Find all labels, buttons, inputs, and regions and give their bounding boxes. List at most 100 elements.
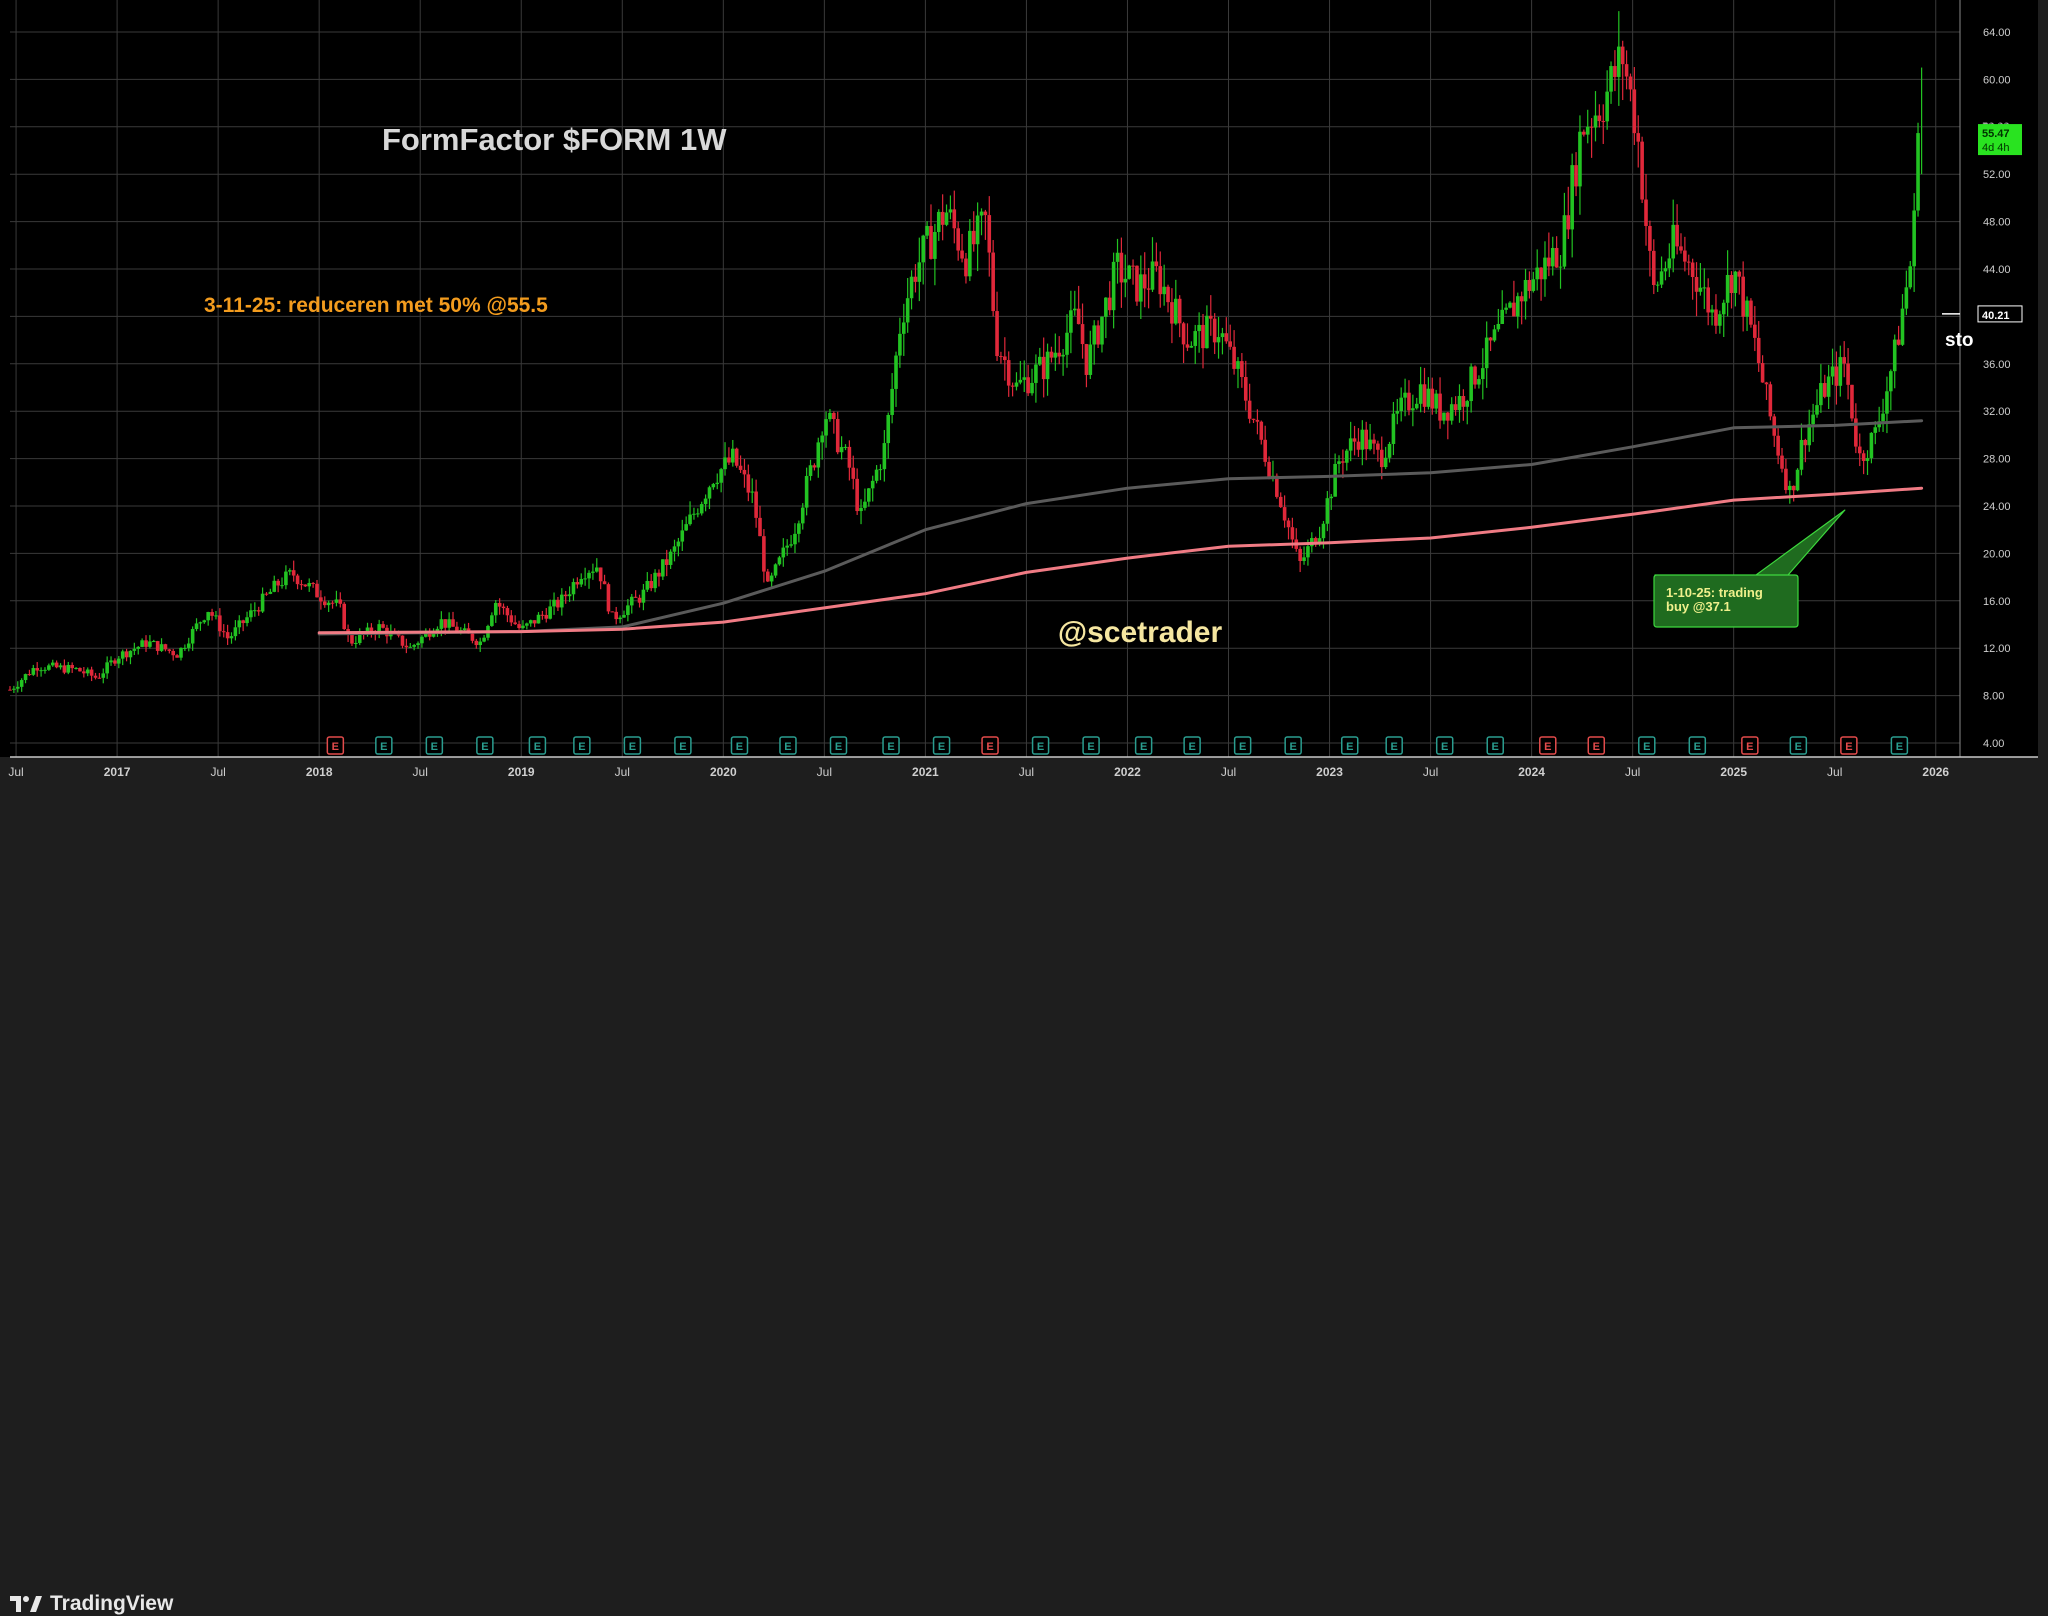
candle-down	[1158, 266, 1163, 295]
candle-down	[303, 584, 308, 587]
earnings-marker[interactable]	[1385, 736, 1403, 755]
earnings-marker[interactable]	[981, 736, 999, 755]
earnings-marker[interactable]	[623, 736, 642, 755]
candle-up	[190, 629, 195, 644]
candle-down	[1589, 126, 1594, 128]
earnings-marker[interactable]	[1082, 736, 1100, 755]
earnings-marker[interactable]	[1435, 736, 1454, 755]
candle-down	[1255, 419, 1260, 422]
y-tick-label: 28.00	[1983, 454, 2011, 466]
candle-up	[1065, 332, 1069, 355]
candlestick-chart[interactable]: 4.00 8.00 12.00 16.00 20.00 24.00 28.00 32.00 36…	[0, 0, 2048, 847]
candle-up	[1123, 278, 1128, 283]
earnings-marker[interactable]	[1031, 736, 1050, 755]
candle-up	[198, 622, 203, 624]
tradingview-brand[interactable]: TradingView	[10, 1592, 173, 1616]
earnings-marker[interactable]	[1486, 736, 1504, 755]
candle-down	[1644, 199, 1648, 226]
candle-up	[944, 212, 949, 225]
candle-up	[186, 643, 191, 648]
candle-up	[1088, 344, 1093, 375]
candle-up	[1885, 391, 1889, 414]
earnings-marker[interactable]	[1183, 736, 1201, 755]
earnings-marker[interactable]	[1789, 736, 1808, 755]
earnings-marker[interactable]	[528, 736, 547, 755]
candle-up	[354, 643, 358, 645]
earnings-marker[interactable]	[1134, 736, 1153, 755]
candle-up	[1609, 66, 1613, 92]
candle-up	[1150, 261, 1155, 290]
candle-down	[855, 478, 859, 512]
candle-down	[758, 517, 762, 537]
earnings-marker[interactable]	[1340, 736, 1359, 755]
candle-up	[1162, 286, 1166, 295]
candle-up	[1442, 412, 1446, 421]
earnings-marker[interactable]	[1890, 736, 1909, 755]
candle-up	[1484, 337, 1489, 369]
tradingview-logo-icon	[10, 1596, 42, 1612]
candle-up	[1434, 393, 1438, 409]
earnings-marker[interactable]	[674, 736, 692, 755]
earnings-marker-label: E	[784, 741, 791, 753]
earnings-marker-label: E	[431, 741, 438, 753]
candle-down	[124, 651, 129, 658]
earnings-marker[interactable]	[882, 736, 900, 755]
candle-down	[964, 258, 968, 277]
y-tick-label: 60.00	[1983, 74, 2011, 86]
earnings-marker[interactable]	[730, 736, 749, 755]
y-tick-label: 36.00	[1983, 359, 2011, 371]
candle-up	[132, 648, 137, 651]
chart-canvas[interactable]: 4.00 8.00 12.00 16.00 20.00 24.00 28.00 32.00 36…	[0, 0, 2048, 790]
earnings-marker[interactable]	[375, 736, 393, 755]
candle-up	[1391, 413, 1396, 444]
x-tick-label: 2020	[710, 765, 737, 779]
candle-up	[692, 513, 696, 515]
candle-down	[1690, 262, 1695, 278]
candle-up	[1570, 165, 1574, 230]
earnings-marker[interactable]	[1587, 736, 1606, 755]
earnings-marker[interactable]	[1284, 736, 1302, 755]
candle-up	[431, 633, 436, 637]
earnings-marker[interactable]	[425, 736, 444, 755]
candle-up	[159, 644, 164, 651]
x-tick-label: 2022	[1114, 765, 1141, 779]
candle-down	[505, 608, 510, 616]
candle-up	[1104, 297, 1108, 317]
candle-down	[8, 689, 12, 691]
candle-up	[183, 647, 187, 649]
earnings-marker-label: E	[1346, 741, 1353, 753]
candle-up	[1826, 376, 1831, 397]
earnings-marker[interactable]	[1539, 736, 1557, 755]
earnings-marker[interactable]	[829, 736, 848, 755]
earnings-marker[interactable]	[326, 736, 345, 755]
candle-up	[800, 507, 805, 524]
earnings-marker[interactable]	[1741, 736, 1759, 755]
earnings-marker[interactable]	[1840, 736, 1858, 755]
candle-up	[548, 606, 552, 619]
earnings-marker[interactable]	[932, 736, 951, 755]
candle-up	[478, 641, 483, 646]
candle-down	[1224, 333, 1229, 342]
chart-title: FormFactor $FORM 1W	[382, 122, 727, 157]
y-tick-label: 24.00	[1983, 501, 2011, 513]
earnings-marker[interactable]	[573, 736, 591, 755]
candle-up	[882, 443, 887, 470]
earnings-marker[interactable]	[476, 736, 494, 755]
earnings-marker-label: E	[986, 741, 993, 753]
candle-up	[1348, 438, 1353, 451]
candle-up	[1399, 397, 1403, 412]
candle-down	[322, 601, 327, 606]
earnings-marker[interactable]	[1688, 736, 1707, 755]
candle-up	[416, 643, 420, 645]
candle-up	[975, 215, 980, 245]
candle-up	[629, 596, 634, 606]
candle-up	[424, 632, 428, 637]
candle-up	[1671, 224, 1676, 259]
earnings-marker[interactable]	[1233, 736, 1252, 755]
earnings-marker[interactable]	[1638, 736, 1656, 755]
candle-up	[1916, 133, 1920, 211]
candle-down	[350, 634, 354, 644]
candle-down	[1768, 384, 1773, 417]
earnings-marker[interactable]	[779, 736, 797, 755]
candle-up	[58, 665, 63, 668]
